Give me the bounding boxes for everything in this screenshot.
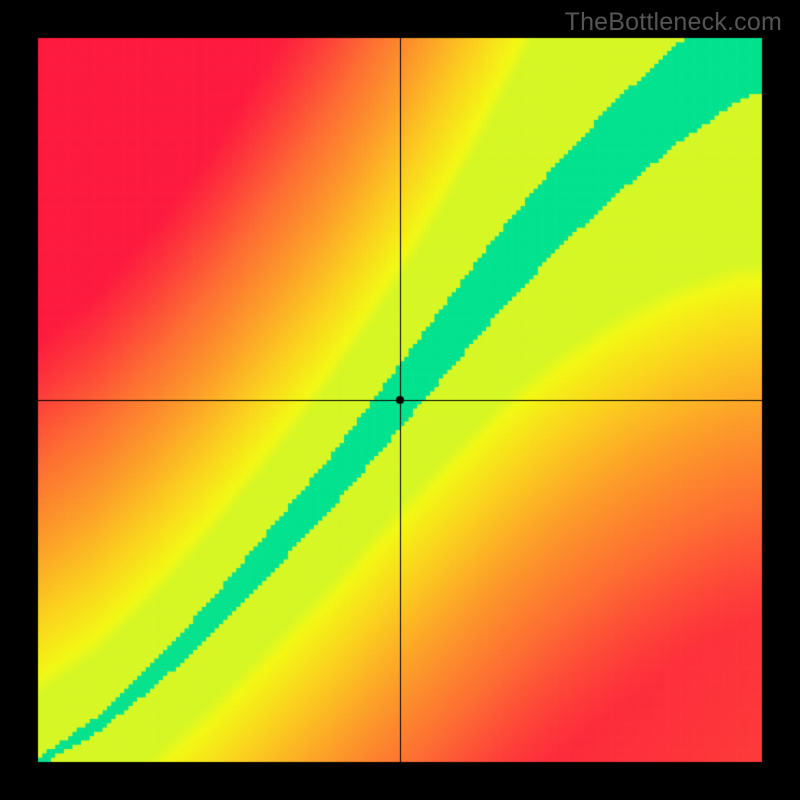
bottleneck-heatmap — [0, 0, 800, 800]
watermark-text: TheBottleneck.com — [565, 8, 782, 37]
